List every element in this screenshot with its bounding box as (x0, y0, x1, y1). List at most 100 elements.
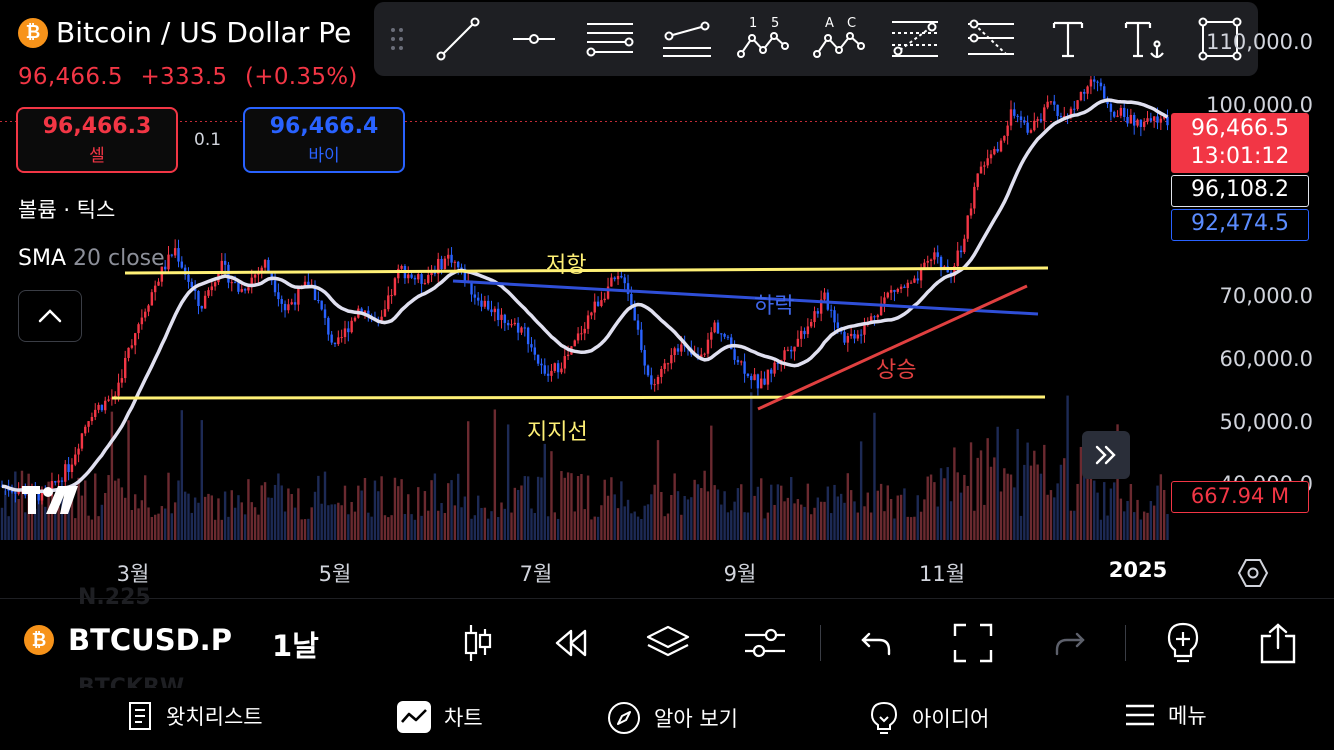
candle-body (353, 317, 357, 321)
volume-bar (476, 495, 480, 540)
candle-body (220, 260, 223, 274)
sell-button[interactable]: 96,466.3 셀 (16, 107, 178, 173)
resistance-annotation[interactable]: 저항 (546, 253, 587, 278)
uptrend-annotation[interactable]: 상승 (876, 358, 917, 383)
replay-button[interactable] (547, 619, 595, 667)
volume-bar (826, 486, 830, 540)
nav-chart[interactable]: 차트 (396, 700, 483, 734)
volume-bar (430, 480, 433, 540)
candle-body (766, 369, 770, 385)
volume-bar (873, 412, 876, 540)
candle-body (320, 300, 323, 310)
volume-bar (953, 447, 956, 540)
fullscreen-button[interactable] (949, 619, 997, 667)
candle-body (233, 282, 237, 284)
redo-button[interactable] (1046, 619, 1094, 667)
toolbar-divider (820, 625, 821, 661)
candle-body (843, 331, 846, 343)
candle-body (1123, 107, 1126, 117)
fib-retracement-tool[interactable] (877, 2, 953, 76)
add-alert-button[interactable] (1159, 619, 1207, 667)
candle-body (486, 300, 490, 310)
symbol-title[interactable]: ₿ Bitcoin / US Dollar Pe (18, 16, 351, 49)
candle-body (879, 303, 883, 316)
candle-body (1116, 115, 1119, 117)
support-annotation[interactable]: 지지선 (527, 420, 588, 445)
rectangle-tool[interactable] (1182, 2, 1258, 76)
candle-body (636, 320, 640, 330)
volume-bar (1016, 428, 1019, 540)
volume-bar (686, 499, 690, 540)
volume-bar (919, 511, 923, 540)
volume-bar (1162, 489, 1166, 540)
volume-bar (616, 508, 620, 540)
text-tool[interactable] (1029, 2, 1105, 76)
drag-handle-icon[interactable] (374, 2, 420, 76)
volume-bar (783, 501, 786, 540)
candle-body (496, 308, 500, 320)
candle-body (1142, 121, 1146, 127)
nav-ideas[interactable]: 아이디어 (868, 700, 989, 736)
sma-indicator-legend[interactable]: SMA 20 close (18, 246, 165, 271)
candle-body (317, 300, 320, 302)
anchored-text-tool[interactable] (1106, 2, 1182, 76)
volume-bar (780, 485, 783, 540)
candle-body (710, 332, 713, 340)
candle-body (1109, 103, 1113, 112)
layers-button[interactable] (644, 619, 692, 667)
horizontal-ray-tool[interactable] (496, 2, 572, 76)
trend-line-tool[interactable] (420, 2, 496, 76)
candle-body (87, 421, 90, 427)
symbol-name: Bitcoin / US Dollar Pe (56, 16, 352, 49)
candle-body (277, 292, 280, 300)
fib-extension-tool[interactable] (953, 2, 1029, 76)
volume-bar (433, 473, 437, 540)
volume-bar (586, 475, 590, 540)
collapse-legend-button[interactable] (18, 290, 82, 342)
nav-explore[interactable]: 알아 보기 (606, 700, 738, 736)
candle-body (896, 288, 899, 292)
candle-body (526, 327, 530, 345)
scroll-to-realtime-button[interactable] (1082, 431, 1130, 479)
volume-bar (496, 517, 500, 540)
candle-body (643, 349, 646, 366)
pitchfork-tool[interactable] (648, 2, 724, 76)
candle-body (906, 282, 909, 289)
candle-body (343, 328, 347, 338)
volume-indicator-legend[interactable]: 볼륨 · 틱스 (18, 198, 116, 222)
interval-button[interactable]: 1날 (272, 629, 319, 663)
volume-bar (187, 493, 190, 540)
undo-button[interactable] (852, 619, 900, 667)
volume-bar (177, 480, 180, 540)
downtrend-annotation[interactable]: 하락 (754, 294, 795, 319)
volume-bar (207, 493, 210, 540)
chart-type-button[interactable] (454, 619, 502, 667)
nav-watchlist[interactable]: 왓치리스트 (126, 700, 263, 732)
volume-bar (813, 507, 816, 540)
volume-bar (10, 491, 14, 540)
volume-bar (1056, 483, 1059, 540)
volume-bar (1113, 482, 1116, 540)
candle-body (783, 350, 786, 360)
symbol-search-button[interactable]: ₿ BTCUSD.P (24, 623, 232, 657)
volume-bar (743, 512, 746, 540)
buy-button[interactable]: 96,466.4 바이 (243, 107, 405, 173)
volume-bar (550, 451, 553, 540)
candle-body (1149, 118, 1153, 121)
parallel-channel-tool[interactable] (572, 2, 648, 76)
candle-body (253, 274, 257, 278)
volume-bar (976, 457, 979, 540)
share-button[interactable] (1254, 619, 1302, 667)
indicators-settings-button[interactable] (741, 619, 789, 667)
candle-body (1026, 122, 1029, 133)
price-change: 96,466.5 +333.5 (+0.35%) (18, 64, 368, 90)
candle-body (177, 248, 180, 262)
nav-menu[interactable]: 메뉴 (1124, 700, 1207, 730)
chart-settings-icon[interactable] (1236, 556, 1270, 590)
candle-body (476, 297, 480, 301)
candle-body (307, 281, 310, 286)
volume-bar (823, 501, 826, 540)
candle-body (447, 254, 450, 259)
